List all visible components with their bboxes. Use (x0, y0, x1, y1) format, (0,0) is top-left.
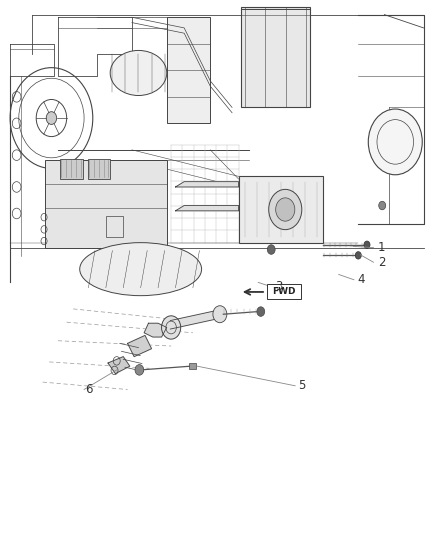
Ellipse shape (110, 51, 167, 95)
Circle shape (257, 307, 265, 317)
Circle shape (162, 316, 181, 339)
Circle shape (368, 109, 422, 175)
Bar (45, 160, 167, 248)
Text: 6: 6 (85, 383, 93, 396)
Text: 5: 5 (298, 379, 306, 392)
Circle shape (46, 112, 57, 124)
Text: FWD: FWD (272, 287, 296, 296)
Text: 3: 3 (275, 280, 282, 293)
Circle shape (269, 189, 302, 230)
Polygon shape (176, 182, 239, 187)
Bar (60, 159, 83, 179)
Bar (167, 17, 210, 123)
Circle shape (276, 198, 295, 221)
Circle shape (135, 365, 144, 375)
Bar (88, 159, 110, 179)
Circle shape (267, 245, 275, 254)
Bar (189, 363, 196, 369)
Circle shape (355, 252, 361, 259)
Circle shape (364, 241, 370, 248)
Polygon shape (170, 310, 219, 329)
Circle shape (379, 201, 386, 210)
Text: 4: 4 (357, 273, 365, 286)
Polygon shape (176, 206, 239, 211)
Bar (241, 7, 311, 108)
Circle shape (213, 306, 227, 322)
Bar (239, 176, 323, 243)
Polygon shape (127, 335, 152, 357)
Text: 2: 2 (378, 256, 385, 269)
Bar (106, 216, 123, 237)
FancyBboxPatch shape (267, 284, 301, 299)
Polygon shape (144, 323, 167, 337)
Text: 1: 1 (378, 241, 385, 254)
Ellipse shape (80, 243, 201, 296)
Polygon shape (108, 357, 130, 374)
